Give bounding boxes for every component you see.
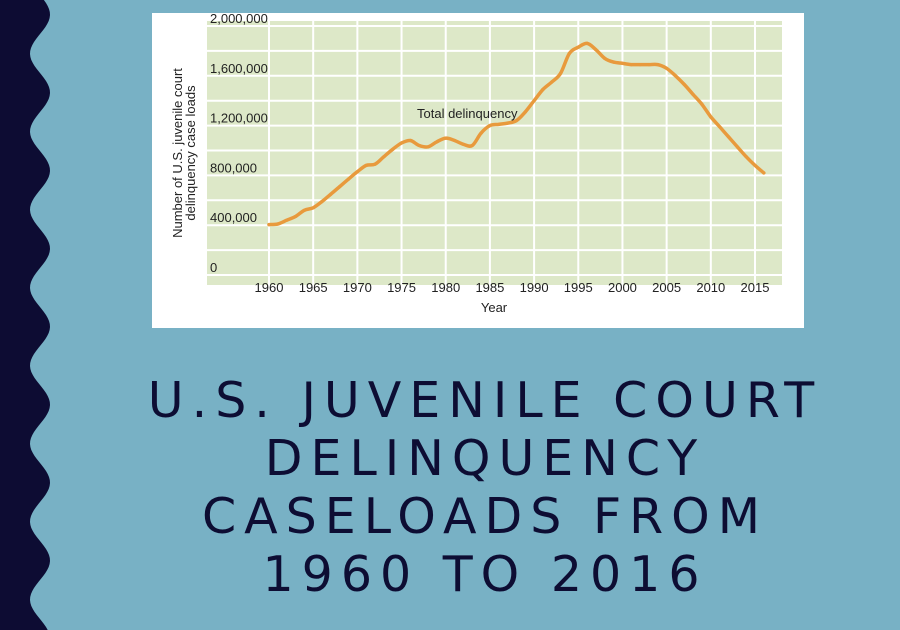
data-point: [523, 110, 527, 114]
data-point: [276, 222, 280, 226]
data-point: [735, 145, 739, 149]
data-point: [320, 199, 324, 204]
data-point: [329, 192, 333, 196]
data-point: [488, 124, 492, 128]
data-point: [550, 80, 554, 84]
data-point: [612, 60, 616, 64]
data-point: [417, 143, 421, 148]
data-point: [718, 125, 722, 129]
x-tick-label: 1995: [564, 280, 593, 295]
y-axis-label-line-1: Number of U.S. juvenile court: [170, 68, 185, 238]
data-point: [399, 141, 404, 145]
data-point: [567, 51, 571, 56]
data-point: [576, 45, 580, 49]
data-point: [594, 48, 598, 52]
y-tick-label: 0: [210, 260, 217, 275]
data-point: [541, 87, 545, 92]
data-point: [532, 99, 536, 103]
data-point: [656, 63, 660, 67]
data-point: [267, 223, 271, 227]
y-tick-label: 2,000,000: [210, 13, 268, 26]
data-point: [603, 56, 607, 61]
line-chart: 0 400,000 800,000 1,200,000 1,600,000 2,000,0…: [170, 13, 782, 315]
data-point: [629, 63, 633, 67]
data-point: [709, 115, 713, 119]
x-tick-label: 2005: [652, 280, 681, 295]
data-point: [506, 121, 510, 125]
data-point: [391, 147, 395, 151]
data-point: [497, 122, 501, 126]
y-tick-label: 800,000: [210, 160, 257, 175]
data-point: [302, 208, 306, 212]
data-point: [700, 102, 704, 106]
data-point: [426, 145, 430, 149]
x-tick-label: 1975: [387, 280, 416, 295]
x-tick-label: 1965: [299, 280, 328, 295]
x-tick-label: 1970: [343, 280, 372, 295]
chart-card: 0 400,000 800,000 1,200,000 1,600,000 2,000,0…: [152, 13, 804, 328]
y-tick-label: 1,200,000: [210, 111, 268, 126]
annotation-total-delinquency: Total delinquency: [417, 106, 518, 121]
data-point: [691, 92, 695, 97]
y-tick-label: 1,600,000: [210, 61, 268, 76]
data-points: [267, 41, 766, 227]
slide-title-line-2: DELINQUENCY: [264, 430, 706, 487]
y-axis-label: Number of U.S. juvenile court delinquenc…: [170, 68, 198, 238]
data-point: [355, 170, 359, 174]
data-point: [744, 155, 748, 159]
data-point: [762, 171, 766, 175]
data-point: [665, 66, 669, 70]
data-point: [479, 131, 483, 135]
data-point: [293, 214, 298, 219]
data-point: [285, 218, 289, 222]
data-point: [444, 136, 448, 140]
plot-area: [207, 21, 782, 285]
wavy-side-band: [0, 0, 50, 630]
x-tick-label: 1980: [431, 280, 460, 295]
data-point: [585, 41, 589, 45]
x-tick-label: 2015: [741, 280, 770, 295]
slide-title-line-3: CASELOADS FROM: [201, 488, 769, 545]
y-axis-label-line-2: delinquency case loads: [183, 85, 198, 221]
data-point: [673, 74, 678, 78]
x-tick-label: 1990: [520, 280, 549, 295]
data-point: [514, 119, 518, 123]
data-point: [346, 177, 351, 181]
data-point: [753, 163, 757, 167]
x-tick-label: 1960: [255, 280, 284, 295]
data-point: [638, 63, 642, 67]
x-tick-label: 1985: [475, 280, 504, 295]
data-point: [435, 140, 439, 144]
data-point: [620, 61, 625, 65]
y-tick-labels: 0 400,000 800,000 1,200,000 1,600,000 2,000,0…: [210, 13, 268, 275]
data-point: [470, 143, 474, 148]
slide-title-line-1: U.S. JUVENILE COURT: [147, 372, 823, 429]
data-point: [311, 206, 315, 210]
data-point: [647, 63, 651, 67]
x-tick-label: 2010: [696, 280, 725, 295]
grid: [207, 21, 782, 285]
data-point: [461, 142, 465, 146]
x-tick-labels: 1960 1965 1970 1975 1980 1985 1990 1995 2000 2005…: [255, 280, 770, 295]
y-tick-label: 400,000: [210, 210, 257, 225]
data-point: [338, 185, 342, 189]
data-point: [726, 135, 731, 139]
data-point: [373, 162, 377, 166]
x-axis-label: Year: [481, 300, 508, 315]
data-point: [382, 155, 386, 159]
slide-title: U.S. JUVENILE COURT DELINQUENCY CASELOAD…: [70, 372, 900, 604]
data-point: [559, 71, 563, 75]
data-point: [408, 138, 412, 143]
data-point: [364, 163, 368, 167]
data-point: [682, 82, 686, 87]
x-tick-label: 2000: [608, 280, 637, 295]
data-point: [453, 138, 457, 143]
slide-title-line-4: 1960 TO 2016: [262, 546, 708, 603]
